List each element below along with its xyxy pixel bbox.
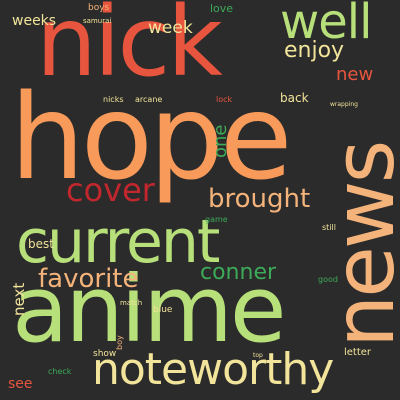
word-letter: letter: [344, 347, 372, 358]
word-match: match: [120, 299, 143, 307]
word-boy: boy: [115, 335, 124, 350]
word-best: best: [28, 237, 54, 251]
word-good: good: [318, 275, 338, 284]
word-arcane: arcane: [135, 95, 163, 104]
word-show: show: [93, 349, 117, 359]
word-news: news: [315, 142, 400, 348]
word-love: love: [210, 2, 234, 15]
word-blue: blue: [153, 305, 173, 315]
word-well: well: [280, 0, 372, 50]
word-top: top: [253, 352, 263, 359]
word-see: see: [8, 376, 33, 392]
word-noteworthy: noteworthy: [92, 344, 334, 395]
word-new: new: [336, 64, 374, 85]
word-enjoy: enjoy: [284, 38, 345, 63]
word-weeks: weeks: [12, 13, 57, 29]
word-wrapping: wrapping: [330, 101, 358, 108]
word-lock: lock: [216, 95, 233, 104]
word-boys: boys: [88, 3, 110, 13]
word-hope: hope: [10, 68, 292, 206]
word-next: next: [10, 282, 28, 316]
word-samurai: samurai: [83, 17, 112, 25]
word-nicks: nicks: [103, 95, 124, 104]
word-current: current: [16, 207, 220, 277]
word-anime: anime: [12, 256, 286, 363]
word-still: still: [322, 223, 336, 232]
word-game: game: [205, 215, 228, 224]
word-week: week: [148, 18, 193, 38]
word-cover: cover: [66, 171, 155, 209]
word-one: one: [210, 124, 231, 159]
word-brought: brought: [208, 184, 311, 214]
word-favorite: favorite: [38, 264, 139, 294]
word-check: check: [48, 367, 72, 376]
word-nick: nick: [36, 0, 223, 98]
word-conner: conner: [200, 260, 277, 285]
word-back: back: [280, 91, 309, 105]
